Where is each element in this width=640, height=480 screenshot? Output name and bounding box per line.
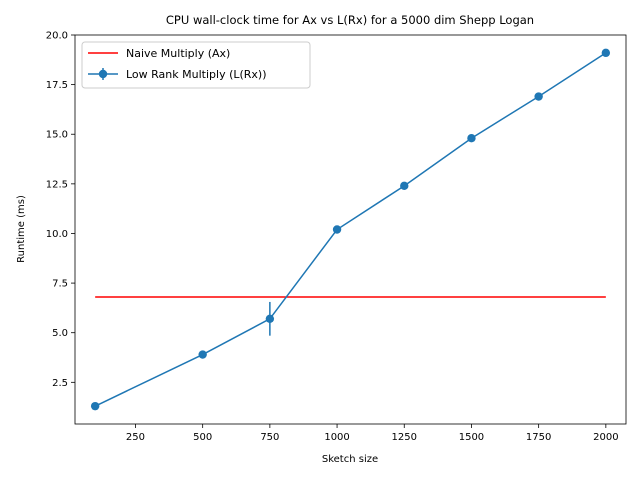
data-point xyxy=(534,92,543,101)
x-tick-label: 2000 xyxy=(593,432,618,443)
data-point xyxy=(198,350,207,359)
data-point xyxy=(601,48,611,58)
data-point xyxy=(90,401,100,411)
y-tick-label: 12.5 xyxy=(46,179,68,190)
y-axis-label: Runtime (ms) xyxy=(16,195,27,263)
x-tick-label: 1750 xyxy=(526,432,551,443)
y-tick-label: 10.0 xyxy=(46,229,68,240)
series-1 xyxy=(90,48,611,411)
x-tick-label: 1000 xyxy=(324,432,349,443)
y-tick-label: 5.0 xyxy=(52,328,68,339)
legend-box xyxy=(81,41,311,89)
data-point xyxy=(467,134,476,143)
plot-area: 250 500 750 1000 1250 1500 1750 2000 2.5 5.0 7.5 10… xyxy=(46,31,627,443)
x-tick-label: 1500 xyxy=(459,432,484,443)
x-tick-label: 250 xyxy=(126,432,145,443)
legend: Naive Multiply (Ax) Low Rank Multiply (L(… xyxy=(81,41,311,89)
x-tick-label: 500 xyxy=(193,432,212,443)
legend-label: Low Rank Multiply (L(Rx)) xyxy=(126,68,267,81)
data-point xyxy=(332,225,342,234)
y-tick-label: 20.0 xyxy=(46,31,68,42)
y-tick-label: 15.0 xyxy=(46,130,68,141)
axes-frame xyxy=(74,34,627,425)
x-tick-label: 1250 xyxy=(392,432,417,443)
legend-marker xyxy=(98,69,108,79)
y-tick-label: 17.5 xyxy=(46,80,68,91)
series-line xyxy=(94,52,607,407)
x-axis-label: Sketch size xyxy=(322,454,378,465)
y-tick-label: 7.5 xyxy=(52,279,68,290)
x-tick-label: 750 xyxy=(260,432,279,443)
data-point xyxy=(400,181,409,191)
legend-label: Naive Multiply (Ax) xyxy=(126,47,230,60)
chart-title: CPU wall-clock time for Ax vs L(Rx) for … xyxy=(166,13,534,27)
y-tick-label: 2.5 xyxy=(52,378,68,389)
data-point xyxy=(265,314,275,324)
